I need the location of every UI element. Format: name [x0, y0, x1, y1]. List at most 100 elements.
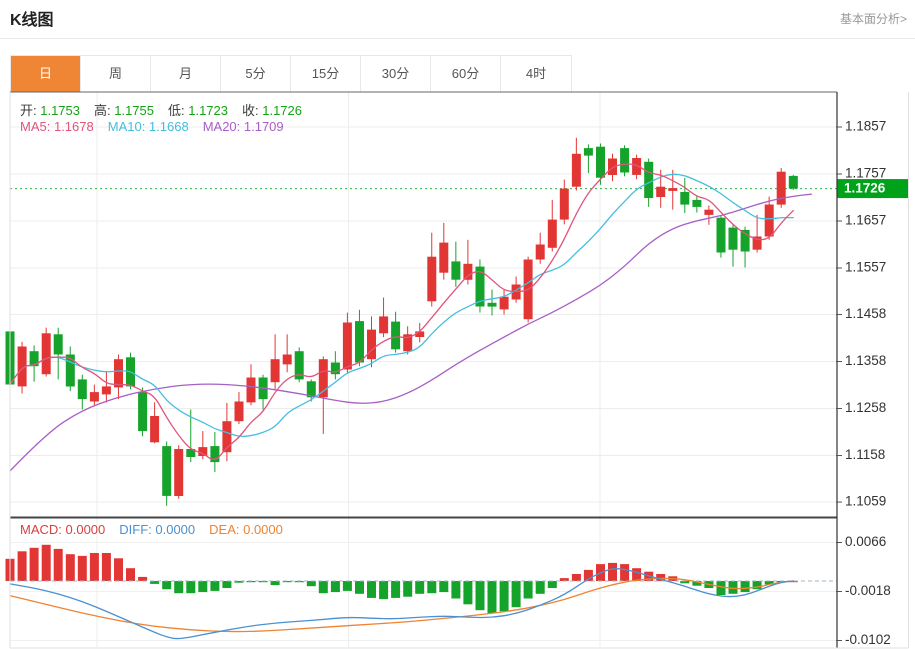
- price-tick-label: 1.1059: [845, 494, 886, 509]
- macd-bar: [282, 581, 292, 583]
- macd-bar: [776, 581, 786, 583]
- candle: [234, 401, 244, 422]
- ma5-line: [9, 163, 794, 460]
- candle: [559, 188, 569, 220]
- candle: [427, 256, 437, 302]
- candles-layer: [5, 137, 798, 506]
- macd-bar: [656, 574, 666, 581]
- candle: [583, 148, 593, 156]
- candle: [41, 333, 51, 375]
- candle: [282, 354, 292, 365]
- candle: [439, 242, 449, 273]
- macd-bar: [342, 581, 352, 591]
- candle: [391, 321, 401, 350]
- candle: [77, 379, 87, 400]
- macd-bar: [728, 581, 738, 594]
- tab-month[interactable]: 月: [151, 56, 221, 92]
- macd-bar: [126, 568, 135, 581]
- macd-bar: [547, 581, 557, 588]
- macd-bar: [186, 581, 196, 594]
- candle: [788, 175, 798, 189]
- candle: [198, 447, 208, 456]
- macd-bar: [330, 581, 340, 593]
- macd-bar: [391, 581, 401, 598]
- macd-bar: [571, 574, 581, 581]
- macd-bar: [355, 581, 364, 594]
- macd-bar: [150, 581, 160, 584]
- macd-bar: [77, 555, 87, 581]
- macd-bar: [692, 581, 702, 586]
- price-tick-label: 1.1857: [845, 119, 886, 134]
- page-title: K线图: [10, 12, 54, 29]
- candle: [162, 446, 172, 496]
- candle: [535, 244, 545, 260]
- macd-bar: [53, 548, 63, 581]
- macd-bar: [294, 581, 304, 583]
- fundamental-analysis-link[interactable]: 基本面分析>: [839, 12, 907, 26]
- macd-bar: [764, 581, 774, 585]
- ma-row-item: MA5: 1.1678: [20, 119, 94, 134]
- candle: [29, 351, 39, 367]
- tab-15min[interactable]: 15分: [291, 56, 361, 92]
- macd-info-row: MACD: 0.0000 DIFF: 0.0000 DEA: 0.0000: [20, 522, 297, 537]
- macd-bar: [475, 581, 485, 611]
- macd-bar: [174, 581, 184, 594]
- candle: [620, 148, 630, 173]
- price-tick-label: 1.1458: [845, 306, 886, 321]
- ohlc-row-item: 低: 1.1723: [168, 103, 228, 118]
- dea-line: [9, 577, 794, 633]
- ma20-line: [9, 193, 812, 472]
- macd-bar: [752, 581, 762, 590]
- candle: [680, 191, 690, 205]
- macd-bar: [608, 562, 617, 581]
- price-tick-label: 1.1258: [845, 400, 886, 415]
- macd-bar: [559, 578, 569, 581]
- macd-bar: [499, 581, 509, 612]
- macd-bar: [632, 568, 642, 581]
- current-price-tag-label: 1.1726: [844, 181, 886, 196]
- candle: [138, 392, 148, 432]
- candle: [415, 331, 425, 337]
- candle: [186, 449, 196, 457]
- macd-bar: [451, 581, 461, 599]
- candle: [174, 449, 184, 496]
- candle: [330, 362, 340, 375]
- macd-bar: [41, 544, 51, 581]
- tab-30min[interactable]: 30分: [361, 56, 431, 92]
- macd-bar: [523, 581, 533, 599]
- price-tick-label: 1.1657: [845, 213, 886, 228]
- candle: [656, 186, 666, 197]
- macd-bar: [89, 553, 99, 581]
- macd-bar: [511, 581, 521, 608]
- tab-day[interactable]: 日: [11, 56, 81, 92]
- tab-5min[interactable]: 5分: [221, 56, 291, 92]
- ma-row-item: MA20: 1.1709: [202, 119, 284, 134]
- ohlc-row-item: 高: 1.1755: [94, 103, 154, 118]
- candle: [499, 296, 509, 310]
- candle: [463, 263, 473, 280]
- candle: [487, 302, 497, 307]
- macd-bar: [101, 553, 111, 581]
- macd-bar: [246, 581, 256, 583]
- candle: [367, 329, 376, 360]
- candle: [547, 219, 557, 248]
- macd-bar: [680, 581, 690, 584]
- ma-info-row: MA5: 1.1678 MA10: 1.1668 MA20: 1.1709: [20, 119, 298, 134]
- ohlc-row-item: 收: 1.1726: [242, 103, 302, 118]
- tab-60min[interactable]: 60分: [431, 56, 501, 92]
- tab-4hour[interactable]: 4时: [501, 56, 571, 92]
- macd-bar: [198, 581, 208, 593]
- macd-tick-label: -0.0102: [845, 632, 891, 647]
- current-price-tag: [837, 179, 908, 199]
- candle: [608, 158, 617, 175]
- macd-tick-label: -0.0018: [845, 583, 891, 598]
- candle: [89, 392, 99, 402]
- candle: [379, 316, 389, 334]
- price-tick-label: 1.1757: [845, 166, 886, 181]
- tab-week[interactable]: 周: [81, 56, 151, 92]
- candle: [740, 229, 750, 252]
- candle: [101, 386, 111, 395]
- candle: [704, 209, 714, 215]
- candle: [114, 359, 123, 388]
